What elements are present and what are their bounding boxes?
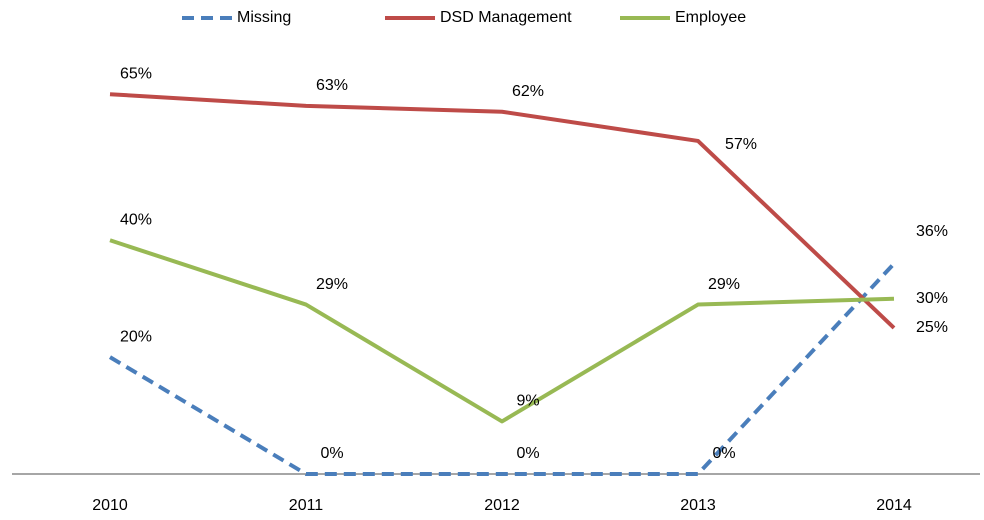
data-label: 20%	[120, 328, 152, 345]
data-label: 9%	[516, 393, 539, 410]
data-label: 29%	[316, 276, 348, 293]
series-line	[109, 92, 896, 330]
data-label: 57%	[725, 136, 757, 153]
series-line	[109, 238, 895, 424]
data-label: 0%	[320, 445, 343, 462]
series-line	[108, 262, 896, 476]
data-label: 40%	[120, 212, 152, 229]
data-label: 63%	[316, 77, 348, 94]
legend-label: DSD Management	[440, 9, 572, 26]
x-tick-label: 2012	[484, 497, 520, 514]
x-tick-label: 2014	[876, 497, 912, 514]
data-label: 30%	[916, 290, 948, 307]
x-tick-label: 2011	[289, 497, 324, 514]
data-label: 0%	[712, 445, 735, 462]
legend-label: Missing	[237, 9, 291, 26]
x-tick-label: 2010	[92, 497, 128, 514]
legend-label: Employee	[675, 9, 746, 26]
data-label: 62%	[512, 83, 544, 100]
data-label: 25%	[916, 319, 948, 336]
data-label: 36%	[916, 223, 948, 240]
data-label: 0%	[516, 445, 539, 462]
data-label: 29%	[708, 276, 740, 293]
data-label: 65%	[120, 65, 152, 82]
x-tick-label: 2013	[680, 497, 716, 514]
